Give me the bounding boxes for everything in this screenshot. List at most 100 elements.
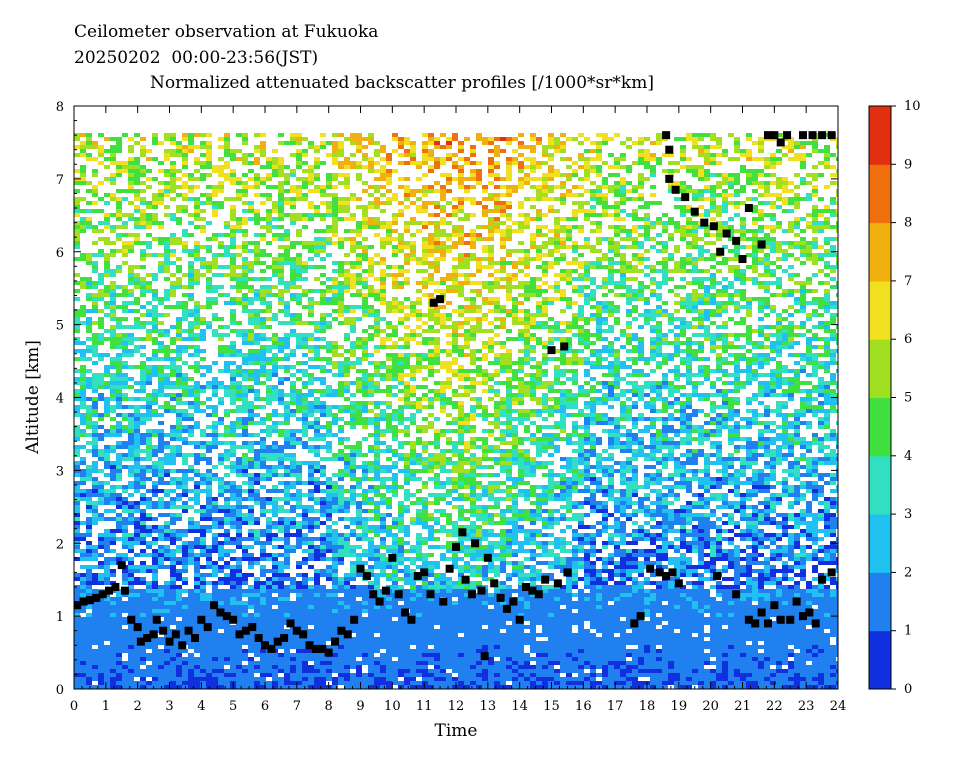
cloud-base-point: [732, 236, 741, 245]
cloud-base-point: [305, 641, 314, 650]
x-tick-label: 2: [134, 699, 142, 714]
cloud-base-point: [483, 553, 492, 562]
cloud-base-point: [671, 185, 680, 194]
chart-title: Ceilometer observation at Fukuoka: [74, 22, 379, 42]
cloud-base-point: [662, 572, 671, 581]
cloud-base-point: [665, 174, 674, 183]
cloud-base-point: [560, 342, 569, 351]
colorbar-segment: [869, 280, 891, 340]
cloud-base-point: [713, 572, 722, 581]
cloud-base-point: [655, 568, 664, 577]
cloud-base-point: [318, 644, 327, 653]
cloud-base-point: [98, 590, 107, 599]
backscatter-heatmap: [74, 133, 838, 689]
x-tick-label: 9: [356, 699, 364, 714]
cloud-base-point: [401, 608, 410, 617]
x-tick-label: 5: [229, 699, 237, 714]
cloud-base-point: [563, 568, 572, 577]
cloud-base-point: [292, 626, 301, 635]
y-tick-label: 1: [56, 610, 64, 625]
cloud-base-point: [668, 568, 677, 577]
cloud-base-point: [261, 641, 269, 650]
cloud-base-point: [136, 637, 145, 646]
cloud-base-point: [356, 564, 365, 573]
cloud-base-point: [197, 615, 206, 624]
x-axis: 0 1 2 3 4 5 6 7 8 9 10 11 12 13 14 15 16 17 18 19 20 21 22 23 24: [70, 106, 846, 714]
cloud-base-point: [133, 623, 142, 632]
colorbar-tick-label: 5: [904, 391, 912, 406]
cloud-base-point: [477, 586, 486, 595]
x-tick-label: 22: [766, 699, 783, 714]
cloud-base-point: [757, 240, 766, 249]
chart-subtitle-quantity: Normalized attenuated backscatter profil…: [150, 73, 654, 93]
cloud-base-point: [117, 561, 126, 570]
cloud-base-point: [630, 619, 639, 628]
cloud-base-point: [85, 596, 94, 605]
cloud-base-point: [515, 615, 524, 624]
cloud-base-point: [111, 582, 120, 591]
y-tick-label: 6: [56, 246, 64, 261]
cloud-base-point: [171, 630, 180, 639]
cloud-base-point: [362, 572, 371, 581]
x-tick-label: 13: [480, 699, 497, 714]
cloud-base-point: [394, 590, 403, 599]
cloud-base-point: [331, 637, 340, 646]
cloud-base-point: [700, 218, 709, 227]
cloud-base-point: [818, 131, 827, 140]
cloud-base-point: [776, 615, 785, 624]
cloud-base-point: [445, 564, 454, 573]
cloud-base-point: [267, 644, 276, 653]
cloud-base-point: [744, 615, 753, 624]
colorbar-segment: [869, 164, 891, 224]
x-tick-label: 6: [261, 699, 269, 714]
cloud-base-point: [757, 608, 766, 617]
x-tick-label: 21: [734, 699, 751, 714]
cloud-base-point: [381, 586, 390, 595]
cloud-base-point: [792, 597, 801, 606]
cloud-base-point: [458, 528, 467, 537]
cloud-base-point: [522, 582, 531, 591]
cloud-base-point: [184, 626, 193, 635]
x-tick-label: 12: [448, 699, 465, 714]
cloud-base-point: [827, 131, 836, 140]
x-tick-label: 20: [702, 699, 719, 714]
colorbar-segment: [869, 397, 891, 457]
cloud-base-point: [808, 131, 817, 140]
colorbar-segment: [869, 455, 891, 515]
cloud-base-point: [716, 247, 725, 256]
x-tick-label: 7: [293, 699, 301, 714]
x-tick-label: 23: [798, 699, 815, 714]
colorbar: 0 1 2 3 4 5 6 7 8 9 10: [868, 99, 921, 697]
x-tick-label: 8: [325, 699, 333, 714]
cloud-base-point: [311, 644, 320, 653]
cloud-base-point: [763, 131, 772, 140]
cloud-base-point: [343, 630, 352, 639]
cloud-base-point: [92, 593, 101, 602]
cloud-base-point: [105, 586, 114, 595]
colorbar-tick-label: 4: [904, 449, 912, 464]
cloud-base-point: [681, 193, 690, 202]
x-tick-label: 19: [671, 699, 688, 714]
cloud-base-point: [827, 568, 836, 577]
cloud-base-point: [490, 579, 499, 588]
cloud-base-point: [273, 637, 282, 646]
cloud-base-point: [690, 207, 699, 216]
colorbar-segment: [869, 106, 891, 165]
cloud-base-point: [165, 637, 174, 646]
cloud-base-point: [461, 575, 470, 584]
cloud-base-point: [407, 615, 416, 624]
cloud-base-point: [235, 630, 244, 639]
cloud-base-point: [509, 597, 518, 606]
colorbar-segment: [869, 514, 891, 573]
cloud-base-point: [502, 604, 511, 613]
cloud-base-point: [159, 626, 168, 635]
cloud-base-point: [222, 612, 231, 621]
cloud-base-point: [337, 626, 346, 635]
cloud-base-point: [744, 204, 753, 213]
cloud-base-point: [229, 615, 238, 624]
colorbar-tick-label: 3: [904, 507, 912, 522]
y-axis: 0 1 2 3 4 5 6 7 8: [56, 100, 838, 698]
cloud-base-point: [770, 131, 779, 140]
x-tick-label: 11: [416, 699, 433, 714]
cloud-base-point: [709, 222, 718, 231]
